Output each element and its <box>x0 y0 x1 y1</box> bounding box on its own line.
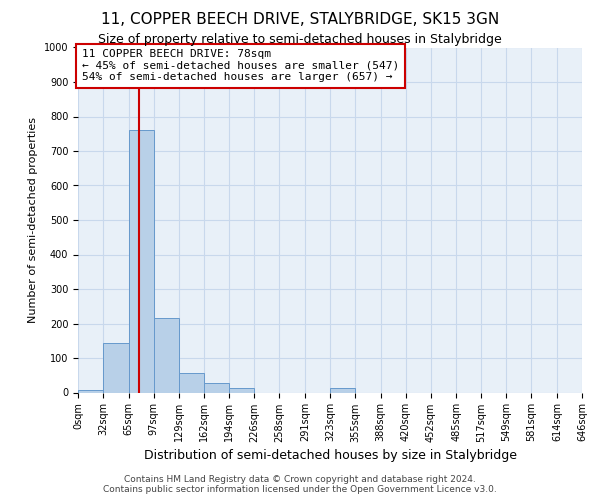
Bar <box>129 130 154 392</box>
X-axis label: Distribution of semi-detached houses by size in Stalybridge: Distribution of semi-detached houses by … <box>143 448 517 462</box>
Text: 11, COPPER BEECH DRIVE, STALYBRIDGE, SK15 3GN: 11, COPPER BEECH DRIVE, STALYBRIDGE, SK1… <box>101 12 499 28</box>
Bar <box>179 373 205 392</box>
Text: 11 COPPER BEECH DRIVE: 78sqm
← 45% of semi-detached houses are smaller (547)
54%: 11 COPPER BEECH DRIVE: 78sqm ← 45% of se… <box>82 49 399 82</box>
Text: Contains HM Land Registry data © Crown copyright and database right 2024.
Contai: Contains HM Land Registry data © Crown c… <box>103 474 497 494</box>
Y-axis label: Number of semi-detached properties: Number of semi-detached properties <box>28 117 38 323</box>
Bar <box>103 343 129 392</box>
Bar <box>154 318 179 392</box>
Text: Size of property relative to semi-detached houses in Stalybridge: Size of property relative to semi-detach… <box>98 32 502 46</box>
Bar <box>330 388 355 392</box>
Bar <box>78 390 103 392</box>
Bar <box>229 388 254 392</box>
Bar <box>205 383 229 392</box>
